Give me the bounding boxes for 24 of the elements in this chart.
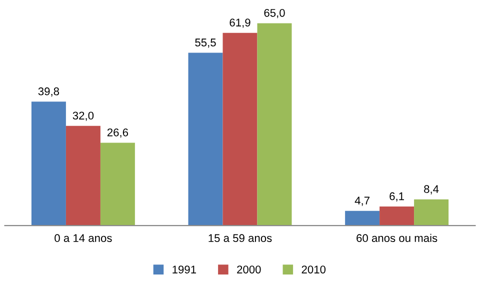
bar [100, 142, 135, 226]
x-tick-label: 60 anos ou mais [356, 234, 438, 242]
data-label: 39,8 [38, 87, 60, 97]
data-label: 61,9 [230, 18, 250, 28]
legend-label: 2010 [302, 266, 326, 274]
bar [414, 199, 449, 226]
data-label: 26,6 [107, 128, 128, 138]
bar [345, 210, 380, 226]
bar [380, 206, 414, 226]
bar [31, 102, 66, 226]
legend-label: 2000 [237, 266, 261, 274]
x-tick-label: 15 a 59 anos [208, 234, 272, 242]
bar [222, 32, 258, 226]
data-label: 4,7 [354, 196, 370, 206]
data-label: 65,0 [264, 8, 285, 18]
data-label: 55,5 [195, 38, 216, 48]
bar [257, 23, 292, 226]
data-label: 32,0 [72, 112, 94, 121]
legend-label: 1991 [172, 266, 196, 274]
bar [66, 126, 100, 226]
data-label: 8,4 [424, 185, 439, 194]
bar [188, 52, 223, 226]
data-label: 6,1 [390, 192, 404, 202]
x-tick-label: 0 a 14 anos [54, 234, 112, 242]
